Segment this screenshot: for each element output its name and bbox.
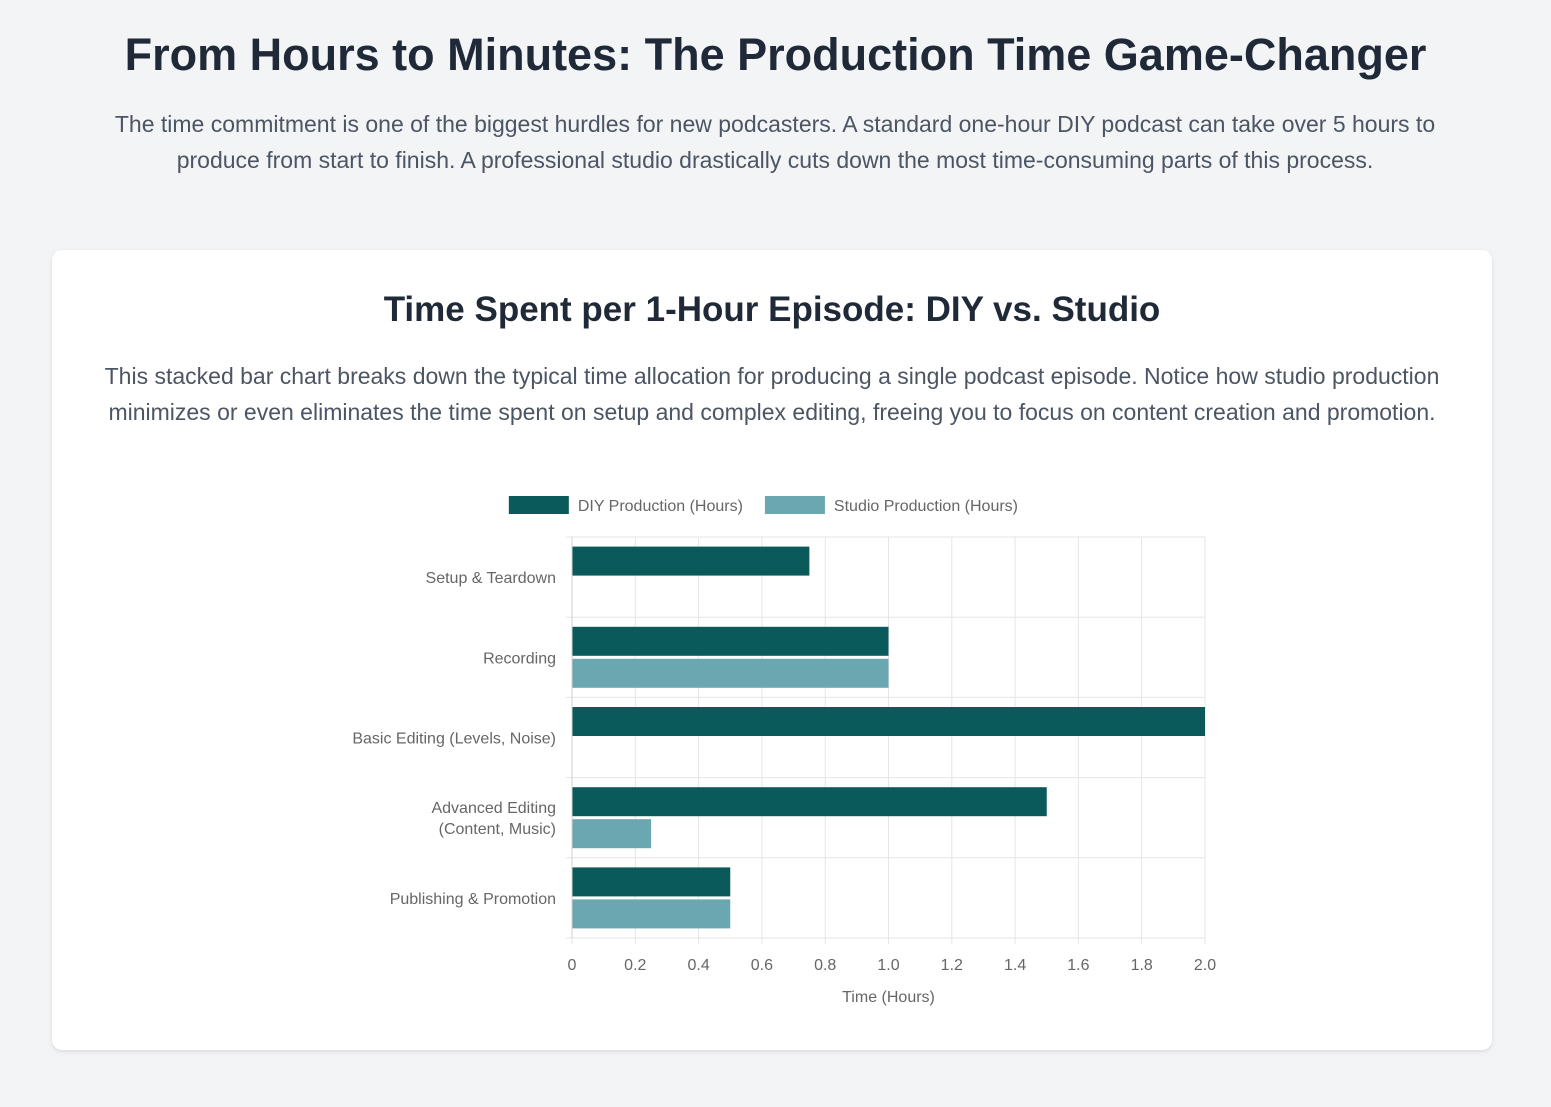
chart-card-description: This stacked bar chart breaks down the t… [104,363,1440,425]
x-tick-label: 1.0 [877,957,899,974]
studio-bar [572,819,652,849]
time-comparison-chart: 0 0.2 0.4 0.6 0.8 1.0 1.2 1.4 1.6 1.8 2.0 Setup & T… [352,496,1216,1006]
x-tick-label: 0.4 [687,957,709,974]
y-category-label: Setup & Teardown [426,570,556,587]
diy-bar [572,626,889,656]
legend-swatch-diy [508,496,569,514]
y-category-label: Publishing & Promotion [390,891,556,908]
y-category-label: Advanced Editing [431,800,556,817]
legend-label-studio: Studio Production (Hours) [834,498,1018,515]
legend-label-diy: DIY Production (Hours) [578,498,743,515]
x-tick-label: 1.6 [1067,957,1089,974]
chart-card: Time Spent per 1-Hour Episode: DIY vs. S… [52,250,1492,1050]
x-tick-label: 0.6 [751,957,773,974]
studio-bar [572,658,889,688]
diy-bar [572,867,731,897]
x-tick-label: 1.4 [1004,957,1026,974]
diy-bar [572,546,810,576]
x-tick-label: 0.8 [814,957,836,974]
x-axis-title: Time (Hours) [842,989,935,1006]
y-category-label: Recording [483,650,556,667]
legend-swatch-studio [764,496,825,514]
x-tick-label: 0.2 [624,957,646,974]
x-tick-label: 1.8 [1131,957,1153,974]
diy-bar [572,787,1047,817]
chart-card-title: Time Spent per 1-Hour Episode: DIY vs. S… [383,290,1161,329]
x-tick-label: 0 [568,957,577,974]
diy-bar [572,707,1205,736]
studio-bar [572,899,731,929]
x-tick-label: 1.2 [941,957,963,974]
page-intro: The time commitment is one of the bigges… [114,111,1436,173]
y-category-label: Basic Editing (Levels, Noise) [352,731,556,748]
y-category-label: (Content, Music) [439,821,556,838]
x-tick-label: 2.0 [1194,957,1216,974]
page-title: From Hours to Minutes: The Production Ti… [124,29,1427,80]
